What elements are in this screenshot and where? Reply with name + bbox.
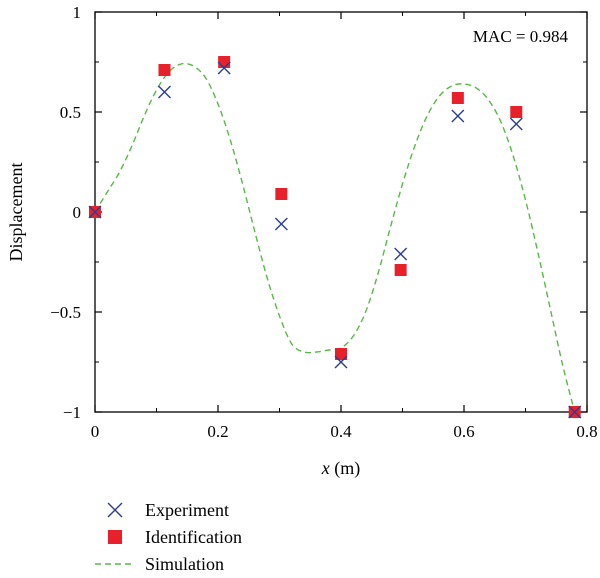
legend-label: Experiment bbox=[145, 500, 229, 520]
y-tick-label: −1 bbox=[63, 403, 81, 422]
experiment-point bbox=[274, 217, 288, 231]
identification-point bbox=[394, 264, 407, 276]
experiment-point bbox=[451, 109, 465, 123]
x-axis-unit: (m) bbox=[330, 458, 361, 479]
legend: Experiment Identification Simulation bbox=[95, 500, 242, 574]
y-tick-label: 0 bbox=[73, 203, 82, 222]
simulation-line bbox=[94, 62, 576, 413]
identification-point bbox=[335, 348, 347, 360]
y-axis-title: Displacement bbox=[6, 163, 26, 262]
x-tick-label: 0.6 bbox=[453, 422, 474, 441]
experiment-point bbox=[88, 205, 102, 219]
identification-point bbox=[158, 64, 171, 76]
axis-ticks: 0 0.2 0.4 0.6 0.8 −1 −0.5 0 0.5 1 x (m) Displacemen… bbox=[6, 3, 598, 479]
legend-marker-identification bbox=[108, 530, 122, 544]
x-tick-label: 0.2 bbox=[207, 422, 228, 441]
experiment-point bbox=[217, 61, 231, 75]
legend-label: Simulation bbox=[145, 554, 224, 574]
experiment-point bbox=[568, 405, 582, 419]
experiment-point bbox=[334, 355, 348, 369]
identification-point bbox=[275, 188, 288, 200]
identification-point bbox=[218, 56, 231, 68]
x-tick-label: 0 bbox=[91, 422, 100, 441]
legend-marker-experiment bbox=[107, 502, 123, 518]
y-tick-label: 1 bbox=[73, 3, 82, 22]
x-tick-label: 0.4 bbox=[330, 422, 352, 441]
series-layer bbox=[88, 56, 582, 419]
x-tick-label: 0.8 bbox=[576, 422, 597, 441]
experiment-point bbox=[394, 247, 408, 261]
experiment-point bbox=[509, 117, 523, 131]
experiment-point bbox=[158, 85, 171, 99]
identification-point bbox=[451, 92, 464, 104]
legend-label: Identification bbox=[145, 527, 242, 547]
identification-point bbox=[510, 106, 523, 118]
mac-annotation: MAC = 0.984 bbox=[473, 27, 569, 46]
y-tick-label: 0.5 bbox=[60, 103, 81, 122]
x-axis-title: x (m) bbox=[321, 458, 361, 479]
x-axis-variable: x bbox=[321, 458, 330, 478]
y-tick-label: −0.5 bbox=[50, 303, 81, 322]
